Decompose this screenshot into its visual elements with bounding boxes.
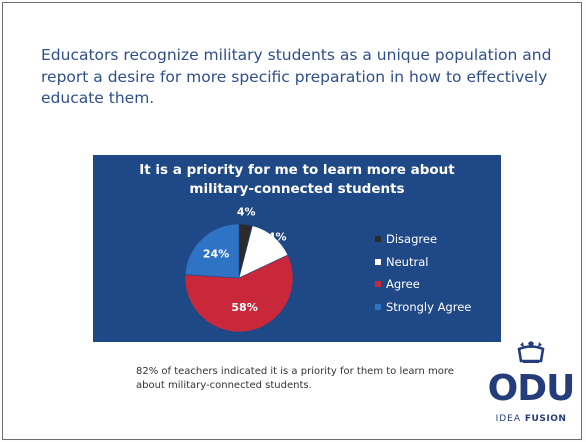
logo-tagline: IDEA FUSION: [483, 414, 579, 424]
pie-chart: It is a priority for me to learn more ab…: [93, 155, 501, 342]
legend-item-agree: Agree: [375, 273, 471, 296]
legend-swatch-agree: [375, 281, 381, 288]
legend-item-strongly-agree: Strongly Agree: [375, 296, 471, 319]
pie-slice-agree: [184, 254, 294, 333]
legend-label-strongly-agree: Strongly Agree: [386, 299, 472, 314]
slice-label-agree: 58%: [231, 301, 257, 314]
slide-headline: Educators recognize military students as…: [41, 46, 552, 107]
logo-tagline-prefix: IDEA: [495, 414, 522, 424]
slice-label-strongly-agree: 24%: [203, 248, 229, 261]
legend-label-agree: Agree: [386, 277, 420, 292]
legend-item-neutral: Neutral: [375, 251, 471, 274]
chart-caption: 82% of teachers indicated it is a priori…: [136, 366, 454, 391]
pie-slice-strongly-agree: [184, 223, 240, 279]
slice-label-disagree: 4%: [237, 206, 256, 219]
chart-title: It is a priority for me to learn more ab…: [139, 162, 455, 197]
crown-icon: [517, 341, 545, 363]
chart-legend: Disagree Neutral Agree Strongly Agree: [375, 228, 471, 318]
slice-label-neutral: 14%: [260, 230, 286, 243]
odu-logo: ODU IDEA FUSION: [483, 333, 579, 433]
legend-label-disagree: Disagree: [386, 232, 438, 247]
legend-item-disagree: Disagree: [375, 228, 471, 251]
legend-swatch-strongly-agree: [375, 303, 381, 310]
logo-wordmark: ODU: [487, 368, 576, 409]
legend-label-neutral: Neutral: [386, 254, 429, 269]
legend-swatch-disagree: [375, 236, 381, 243]
pie-chart-svg: 4% 14% 58% 24%: [184, 206, 294, 333]
logo-tagline-bold: FUSION: [524, 414, 567, 424]
legend-swatch-neutral: [375, 258, 381, 265]
